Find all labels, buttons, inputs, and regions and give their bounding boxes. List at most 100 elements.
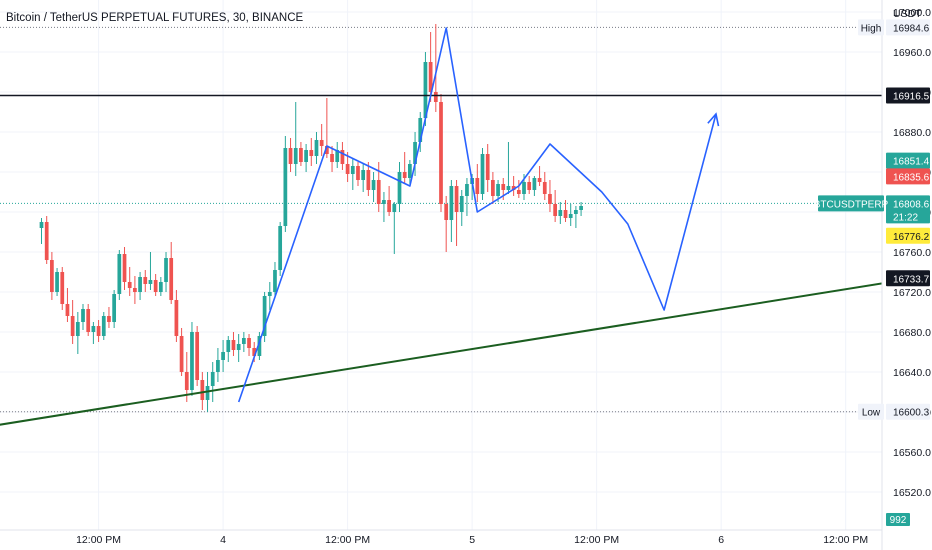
candle-body[interactable] [169,258,174,300]
candle-body[interactable] [122,254,127,282]
candle-body[interactable] [418,118,423,142]
candle-body[interactable] [413,142,417,164]
candle-body[interactable] [465,184,469,196]
candle-body[interactable] [392,204,397,212]
candle-body[interactable] [511,186,516,190]
candle-body[interactable] [164,258,168,282]
candle-body[interactable] [319,140,324,146]
candle-body[interactable] [96,326,101,336]
candle-body[interactable] [148,280,153,284]
candle-body[interactable] [60,272,65,304]
candle-body[interactable] [200,380,205,400]
candle-body[interactable] [350,166,355,174]
candle-body[interactable] [324,146,329,154]
candle-body[interactable] [444,204,449,220]
candle-body[interactable] [408,164,412,178]
candle-body[interactable] [241,338,246,344]
candle-body[interactable] [330,154,334,162]
candle-body[interactable] [179,336,184,372]
candle-body[interactable] [278,226,283,270]
candle-body[interactable] [221,352,225,360]
candle-body[interactable] [542,182,547,194]
candle-body[interactable] [205,386,210,400]
candle-body[interactable] [433,92,438,102]
candle-body[interactable] [293,148,298,164]
candle-body[interactable] [153,280,158,292]
candle-body[interactable] [439,102,443,204]
candle-body[interactable] [257,336,262,356]
candle-body[interactable] [44,222,49,260]
candle-body[interactable] [107,316,111,322]
candle-body[interactable] [548,194,552,204]
candle-body[interactable] [184,372,189,390]
candle-body[interactable] [117,254,122,294]
candle-body[interactable] [195,332,200,380]
candle-body[interactable] [288,148,293,164]
candle-body[interactable] [283,148,288,226]
candle-body[interactable] [454,186,459,212]
candle-body[interactable] [309,150,314,156]
candle-body[interactable] [133,288,137,292]
zigzag-projection-line[interactable] [237,27,717,403]
candle-body[interactable] [496,184,500,196]
candle-body[interactable] [371,180,376,190]
candle-body[interactable] [537,178,542,182]
candle-body[interactable] [485,154,490,180]
candle-body[interactable] [522,182,526,194]
candle-body[interactable] [55,272,59,292]
candle-body[interactable] [506,186,511,190]
candle-body[interactable] [75,322,80,336]
candle-body[interactable] [273,270,277,292]
candle-body[interactable] [449,186,454,220]
candle-body[interactable] [226,340,231,352]
candle-body[interactable] [428,62,433,92]
candle-body[interactable] [553,204,558,216]
candle-body[interactable] [81,309,85,322]
candle-body[interactable] [387,200,391,212]
candle-body[interactable] [236,344,241,350]
candle-body[interactable] [335,150,340,162]
candle-body[interactable] [267,292,272,296]
candle-body[interactable] [397,172,402,204]
candle-body[interactable] [127,282,132,288]
candle-body[interactable] [527,182,532,190]
candle-body[interactable] [340,150,345,164]
candle-body[interactable] [101,316,106,336]
candle-body[interactable] [423,62,428,118]
candle-body[interactable] [382,200,386,204]
candle-body[interactable] [568,214,573,218]
candle-body[interactable] [558,210,563,216]
candle-body[interactable] [216,360,220,372]
candle-body[interactable] [579,206,583,210]
candle-body[interactable] [262,296,267,336]
candle-body[interactable] [174,300,179,336]
candle-body[interactable] [532,178,537,190]
candle-body[interactable] [158,282,163,292]
candle-body[interactable] [314,140,319,156]
candle-body[interactable] [190,332,194,390]
candle-body[interactable] [480,154,485,194]
candle-body[interactable] [376,180,381,204]
candle-body[interactable] [356,166,360,180]
candle-body[interactable] [70,316,75,336]
candle-body[interactable] [501,184,506,190]
candle-body[interactable] [491,180,495,196]
candle-body[interactable] [91,326,96,332]
candle-body[interactable] [361,170,366,180]
candle-body[interactable] [143,277,148,284]
candle-body[interactable] [138,277,142,292]
candle-body[interactable] [112,294,117,322]
candle-body[interactable] [516,190,521,194]
candle-body[interactable] [231,340,236,350]
candle-body[interactable] [304,150,308,162]
candle-body[interactable] [252,348,257,356]
candle-body[interactable] [345,164,350,174]
candle-body[interactable] [475,178,480,194]
candle-body[interactable] [247,338,251,348]
candle-body[interactable] [563,210,568,218]
candle-body[interactable] [366,170,371,190]
candle-body[interactable] [459,196,464,212]
candle-body[interactable] [65,304,70,316]
candle-body[interactable] [299,148,303,162]
